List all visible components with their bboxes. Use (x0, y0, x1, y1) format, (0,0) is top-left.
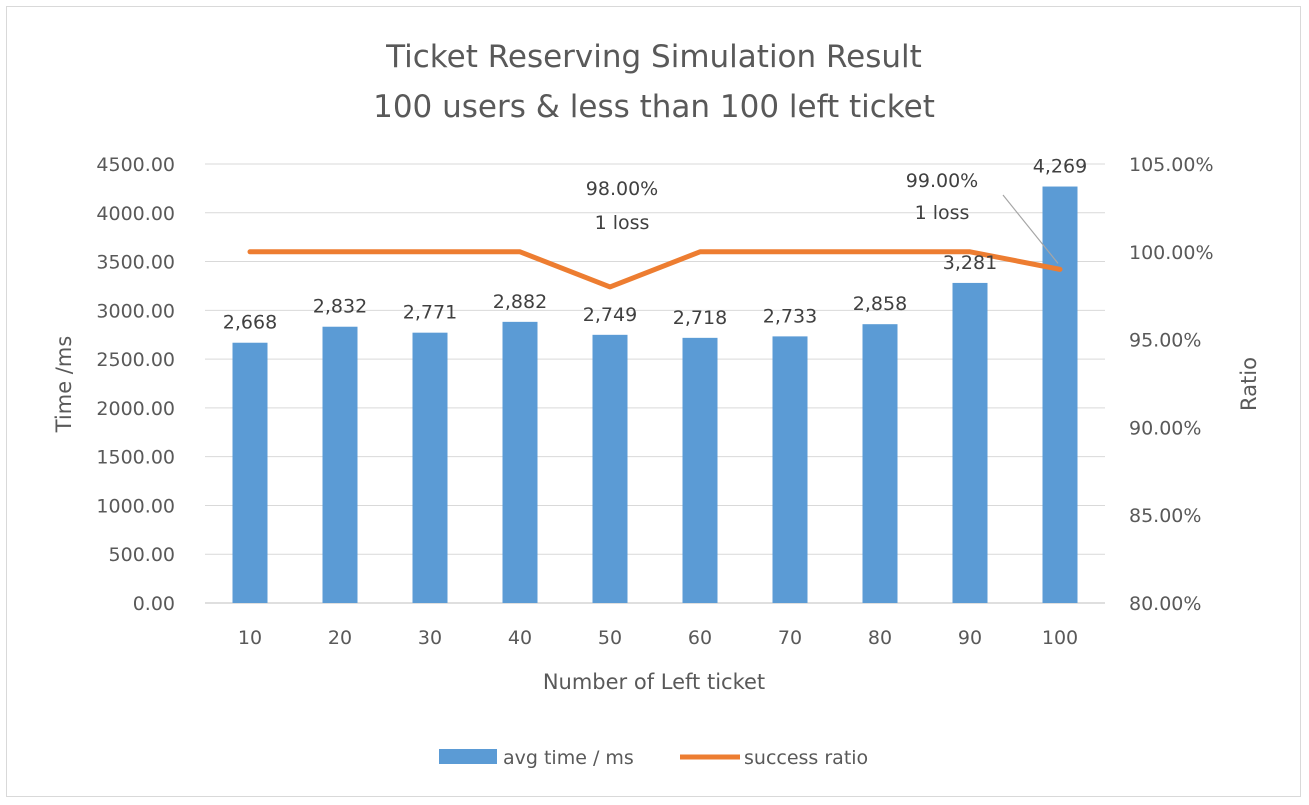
bar-series (232, 186, 1078, 603)
y-tick-label: 500.00 (109, 544, 175, 566)
bar (682, 337, 718, 603)
annotation-line-1: 99.00% (906, 170, 978, 192)
legend-swatch-bar (439, 749, 497, 764)
bar (1042, 186, 1078, 603)
x-axis-title: Number of Left ticket (543, 670, 765, 694)
bar-data-label: 2,749 (583, 304, 637, 326)
y-tick-label: 0.00 (133, 593, 175, 615)
y-tick-label: 1500.00 (96, 447, 175, 469)
bar-data-label: 2,668 (223, 312, 277, 334)
y-tick-label: 2000.00 (96, 398, 175, 420)
bar (232, 342, 268, 603)
bar (412, 332, 448, 603)
y2-axis-title: Ratio (1237, 357, 1261, 411)
y-tick-label: 1000.00 (96, 495, 175, 517)
y2-tick-label: 105.00% (1129, 154, 1214, 176)
annotations: 98.00% 1 loss 99.00% 1 loss (586, 170, 1059, 264)
x-tick-label: 50 (598, 627, 622, 649)
y-axis-ticks: 0.00 500.00 1000.00 1500.00 2000.00 2500.00 30… (96, 154, 175, 615)
bar (952, 282, 988, 603)
bar (862, 324, 898, 603)
bar-data-label: 2,858 (853, 293, 907, 315)
legend: avg time / ms success ratio (439, 747, 868, 769)
x-tick-label: 90 (958, 627, 982, 649)
y2-tick-label: 80.00% (1129, 593, 1201, 615)
y-tick-label: 3500.00 (96, 252, 175, 274)
x-tick-label: 100 (1042, 627, 1078, 649)
y2-tick-label: 90.00% (1129, 417, 1201, 439)
annotation-line-2: 1 loss (915, 202, 970, 224)
y-tick-label: 3000.00 (96, 300, 175, 322)
bar (322, 326, 358, 603)
bar (772, 336, 808, 603)
y-tick-label: 2500.00 (96, 349, 175, 371)
bar-data-label: 4,269 (1033, 156, 1087, 178)
legend-label-bar: avg time / ms (503, 747, 634, 769)
x-tick-label: 10 (238, 627, 262, 649)
bar-data-label: 2,882 (493, 291, 547, 313)
annotation-leader-line (1002, 194, 1059, 264)
y2-tick-label: 95.00% (1129, 330, 1201, 352)
x-tick-label: 60 (688, 627, 712, 649)
success-ratio-line (247, 249, 1063, 290)
bar (502, 321, 538, 603)
bar-data-label: 2,733 (763, 305, 817, 327)
y2-tick-label: 100.00% (1129, 242, 1214, 264)
bar-data-label: 2,718 (673, 307, 727, 329)
y2-axis-ticks: 80.00% 85.00% 90.00% 95.00% 100.00% 105.00% (1129, 154, 1214, 615)
chart-title: Ticket Reserving Simulation Result (385, 39, 922, 75)
line-series (247, 249, 1063, 290)
x-tick-label: 40 (508, 627, 532, 649)
y2-tick-label: 85.00% (1129, 505, 1201, 527)
chart-subtitle: 100 users & less than 100 left ticket (373, 89, 935, 125)
bar-data-label: 3,281 (943, 252, 997, 274)
x-tick-label: 20 (328, 627, 352, 649)
x-tick-label: 70 (778, 627, 802, 649)
x-tick-label: 80 (868, 627, 892, 649)
data-labels: 2,668 2,832 2,771 2,882 2,749 2,718 2,733 2,858… (223, 156, 1087, 334)
x-axis-ticks: 10 20 30 40 50 60 70 80 90 100 (238, 627, 1078, 649)
y-tick-label: 4500.00 (96, 154, 175, 176)
bar (592, 334, 628, 603)
y-axis-title: Time /ms (52, 336, 76, 434)
legend-label-line: success ratio (744, 747, 868, 769)
x-tick-label: 30 (418, 627, 442, 649)
y-tick-label: 4000.00 (96, 203, 175, 225)
annotation-line-1: 98.00% (586, 178, 658, 200)
bar-data-label: 2,771 (403, 302, 457, 324)
chart-frame (6, 6, 1301, 797)
annotation-line-2: 1 loss (595, 212, 650, 234)
bar-data-label: 2,832 (313, 296, 367, 318)
